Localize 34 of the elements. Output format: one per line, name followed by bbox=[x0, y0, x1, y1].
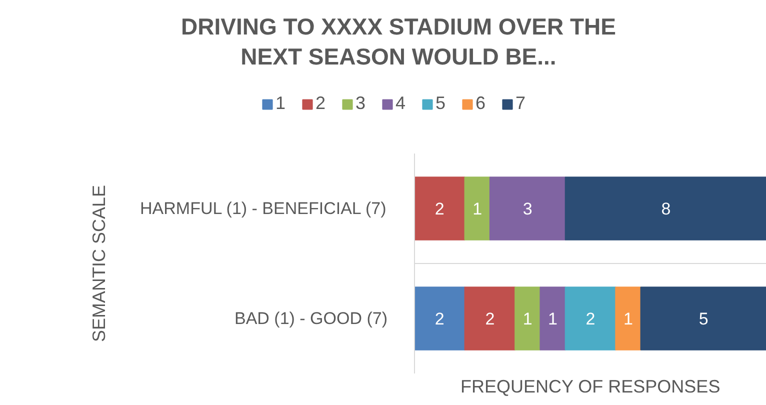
legend-label: 6 bbox=[476, 93, 487, 114]
data-label: 1 bbox=[623, 310, 633, 328]
bar bbox=[540, 286, 566, 350]
data-label: 2 bbox=[485, 310, 495, 328]
legend-label: 4 bbox=[396, 93, 407, 114]
chart-title: DRIVING TO XXXX STADIUM OVER THE NEXT SEASON WOULD BE... bbox=[181, 14, 616, 70]
data-label: 2 bbox=[434, 310, 444, 328]
bar bbox=[564, 286, 616, 350]
data-label: 5 bbox=[698, 310, 708, 328]
bar bbox=[464, 176, 490, 240]
data-label: 2 bbox=[434, 200, 444, 218]
data-label: 3 bbox=[522, 200, 532, 218]
bar bbox=[615, 286, 642, 350]
legend-label: 3 bbox=[356, 93, 367, 114]
bar bbox=[489, 176, 566, 240]
bar bbox=[564, 176, 766, 240]
legend-label: 1 bbox=[276, 93, 287, 114]
bar bbox=[640, 286, 766, 350]
x-axis-title: FREQUENCY OF RESPONSES bbox=[460, 376, 720, 396]
legend-label: 7 bbox=[516, 93, 527, 114]
data-label: 8 bbox=[661, 200, 671, 218]
legend-label: 5 bbox=[436, 93, 447, 114]
bar bbox=[414, 176, 466, 240]
y-tick-label: BAD (1) - GOOD (7) bbox=[234, 309, 388, 328]
y-axis-title: SEMANTIC SCALE bbox=[89, 184, 110, 342]
data-label: 2 bbox=[586, 310, 596, 328]
bar bbox=[414, 286, 466, 350]
bar bbox=[464, 286, 516, 350]
data-label: 1 bbox=[548, 310, 558, 328]
y-tick-label: HARMFUL (1) - BENEFICIAL (7) bbox=[140, 199, 386, 218]
data-label: 1 bbox=[472, 200, 482, 218]
bar bbox=[514, 286, 541, 350]
legend-label: 2 bbox=[316, 93, 327, 114]
data-label: 1 bbox=[522, 310, 532, 328]
